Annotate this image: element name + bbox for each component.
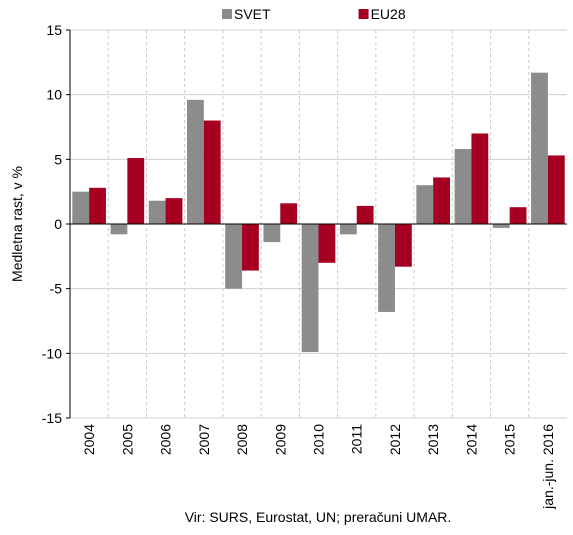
bar [433,177,451,224]
x-tick-label: 2010 [311,424,327,455]
bar [339,224,357,235]
y-tick-label: -10 [42,345,62,361]
y-tick-label: 5 [54,151,62,167]
bar [186,99,204,224]
bar [263,224,281,243]
bar [416,185,434,224]
source-note: Vir: SURS, Eurostat, UN; preračuni UMAR. [185,509,452,525]
bar [225,224,243,289]
bar [318,224,336,263]
bar [547,155,565,224]
bar [471,133,489,224]
x-tick-label: 2011 [349,424,365,454]
x-tick-label: 2004 [81,424,97,455]
y-tick-label: 15 [46,22,62,38]
bar [72,191,90,224]
legend-label: SVET [234,6,271,22]
legend-swatch [358,9,369,19]
bar [148,200,166,224]
bar [203,120,221,224]
bar [454,148,472,224]
x-tick-label: 2014 [463,424,479,455]
y-tick-label: 10 [46,87,62,103]
x-tick-label: jan.-jun. 2016 [540,424,556,510]
x-tick-label: 2008 [234,424,250,455]
bar [356,205,374,224]
legend-swatch [222,9,232,19]
bar [89,187,106,224]
x-tick-label: 2015 [502,424,518,455]
bar [165,198,183,224]
bar [242,224,259,271]
bar [280,203,298,224]
y-tick-label: -5 [50,281,63,297]
y-axis-label: Medletna rast, v % [9,166,25,282]
x-tick-label: 2005 [119,424,135,455]
x-tick-label: 2013 [425,424,441,455]
x-tick-label: 2007 [196,424,212,455]
bar [110,224,128,235]
bar [492,224,510,228]
bar [301,224,319,353]
bar [378,224,395,312]
legend-label: EU28 [371,6,406,22]
y-tick-label: 0 [54,216,62,232]
x-tick-label: 2012 [387,424,403,455]
bar [394,224,412,267]
y-tick-label: -15 [42,410,62,426]
bar [531,72,548,225]
x-tick-label: 2006 [158,424,174,455]
bar [127,158,145,224]
bar [509,207,527,224]
x-tick-label: 2009 [272,424,288,455]
